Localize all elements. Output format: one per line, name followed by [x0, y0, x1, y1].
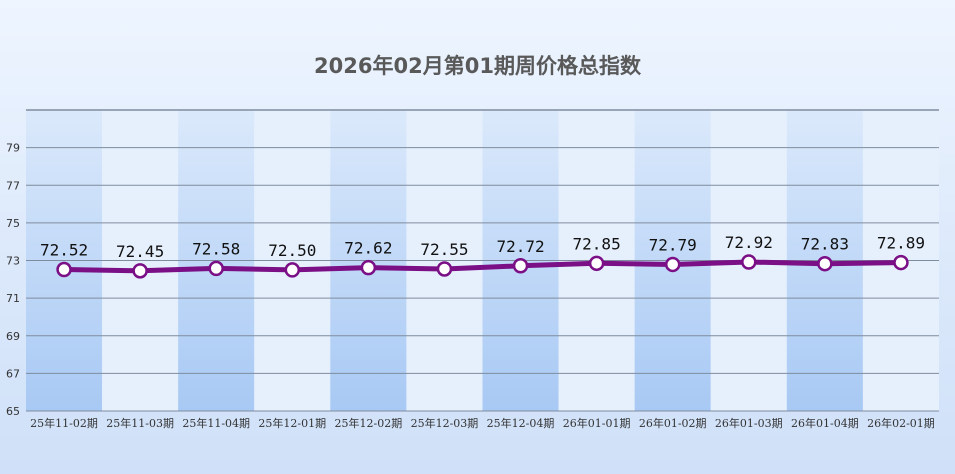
x-tick-label: 25年11-02期 — [30, 416, 98, 430]
data-point — [893, 254, 909, 271]
y-tick-label: 75 — [6, 217, 20, 230]
data-point — [284, 262, 301, 278]
x-tick-label: 25年11-03期 — [106, 416, 174, 430]
series-line — [56, 254, 909, 279]
y-tick-label: 69 — [6, 330, 20, 343]
data-point — [741, 254, 757, 270]
y-tick-label: 73 — [6, 255, 20, 268]
data-label: 72.89 — [877, 234, 925, 253]
data-label: 72.58 — [192, 239, 240, 258]
data-point — [588, 255, 605, 272]
x-tick-label: 26年01-04期 — [791, 416, 859, 430]
x-tick-label: 25年12-04期 — [487, 416, 555, 430]
data-label: 72.55 — [420, 240, 468, 259]
data-label: 72.72 — [496, 237, 544, 256]
data-point — [817, 255, 833, 272]
data-point — [360, 259, 377, 276]
y-tick-label: 79 — [6, 142, 20, 155]
data-label: 72.52 — [40, 241, 88, 260]
data-label: 72.83 — [801, 235, 849, 254]
data-label: 72.50 — [268, 241, 316, 260]
y-tick-label: 71 — [6, 292, 20, 305]
data-point — [436, 261, 453, 277]
data-label: 72.79 — [649, 235, 697, 254]
data-point — [664, 256, 681, 273]
x-tick-label: 26年02-01期 — [867, 416, 935, 430]
data-labels: 72.52 72.45 72.58 72.50 72.62 72.55 72.72 72.85… — [40, 233, 925, 261]
data-label: 72.92 — [725, 233, 773, 252]
data-point — [56, 261, 72, 278]
data-point — [512, 258, 529, 274]
x-tick-label: 26年01-03期 — [715, 416, 783, 430]
y-tick-label: 67 — [6, 367, 20, 380]
x-axis: 25年11-02期 25年11-03期 25年11-04期 25年12-01期 25年1… — [30, 416, 935, 430]
y-tick-label: 77 — [6, 179, 20, 192]
x-tick-label: 25年12-03期 — [411, 416, 479, 430]
y-tick-label: 65 — [6, 405, 20, 418]
data-label: 72.62 — [344, 239, 392, 258]
x-tick-label: 25年11-04期 — [182, 416, 250, 430]
chart-title: 2026年02月第01期周价格总指数 — [314, 54, 641, 78]
data-point — [208, 260, 224, 277]
data-point — [132, 263, 148, 279]
x-tick-label: 26年01-01期 — [563, 416, 631, 430]
data-label: 72.45 — [116, 242, 164, 261]
x-tick-label: 25年12-01期 — [258, 416, 326, 430]
data-label: 72.85 — [573, 234, 621, 253]
series-line-path — [61, 259, 904, 274]
x-tick-label: 26年01-02期 — [639, 416, 707, 430]
x-tick-label: 25年12-02期 — [335, 416, 403, 430]
y-axis: 65 67 69 71 73 75 77 79 — [6, 142, 20, 418]
